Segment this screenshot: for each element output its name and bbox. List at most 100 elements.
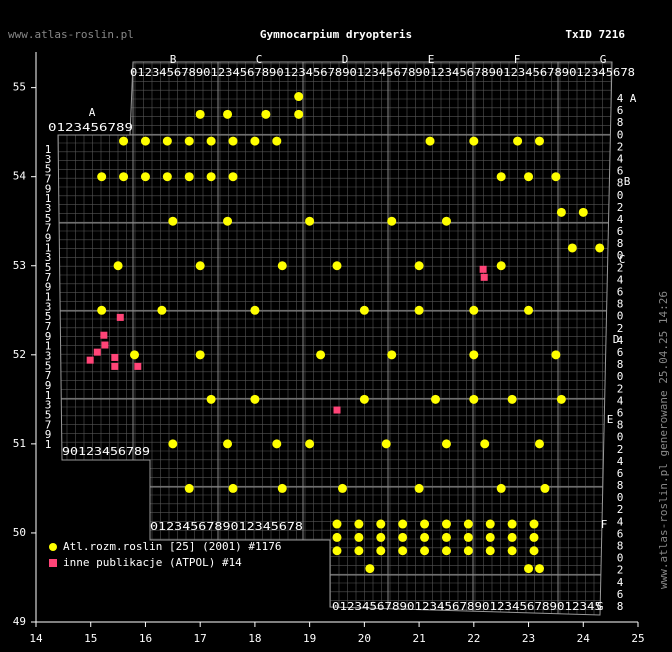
point bbox=[431, 394, 441, 404]
point bbox=[507, 532, 517, 542]
grid-letter: B bbox=[624, 175, 631, 188]
grid-letter: C bbox=[619, 253, 626, 266]
x-tick-label: 19 bbox=[303, 632, 316, 645]
x-tick-label: 18 bbox=[248, 632, 261, 645]
legend-marker bbox=[49, 543, 57, 551]
grid-letter: B bbox=[170, 53, 177, 66]
point-square bbox=[333, 406, 341, 414]
point bbox=[540, 483, 550, 493]
y-tick-label: 54 bbox=[13, 170, 27, 183]
point bbox=[469, 394, 479, 404]
point bbox=[359, 394, 369, 404]
point bbox=[524, 305, 534, 315]
point bbox=[595, 243, 605, 253]
point-square bbox=[116, 313, 124, 321]
point bbox=[485, 546, 495, 556]
x-tick-label: 25 bbox=[631, 632, 644, 645]
point bbox=[463, 532, 473, 542]
point-square bbox=[93, 348, 101, 356]
point bbox=[534, 564, 544, 574]
point bbox=[529, 519, 539, 529]
point bbox=[507, 546, 517, 556]
point bbox=[305, 216, 315, 226]
point bbox=[425, 136, 435, 146]
grid-ruler: 0123456789012345678901234567890123456789… bbox=[130, 66, 635, 79]
y-tick-label: 51 bbox=[13, 437, 26, 450]
y-tick-label: 52 bbox=[13, 348, 26, 361]
point bbox=[354, 546, 364, 556]
point bbox=[277, 483, 287, 493]
point bbox=[250, 136, 260, 146]
point bbox=[168, 439, 178, 449]
title: Gymnocarpium dryopteris bbox=[260, 28, 412, 41]
x-tick-label: 14 bbox=[29, 632, 43, 645]
point bbox=[337, 483, 347, 493]
point bbox=[97, 172, 107, 182]
x-tick-label: 23 bbox=[522, 632, 535, 645]
point bbox=[398, 546, 408, 556]
point bbox=[551, 172, 561, 182]
grid-ruler: 012345678901234567890123456789012345 bbox=[332, 600, 602, 613]
point bbox=[556, 207, 566, 217]
point bbox=[485, 519, 495, 529]
footer: www.atlas-roslin.pl generowane 25.04.25 … bbox=[657, 291, 670, 589]
point bbox=[507, 394, 517, 404]
grid-letter: D bbox=[613, 333, 620, 346]
point bbox=[140, 172, 150, 182]
point bbox=[140, 136, 150, 146]
point bbox=[513, 136, 523, 146]
point bbox=[441, 216, 451, 226]
y-tick-label: 55 bbox=[13, 81, 26, 94]
legend-marker bbox=[49, 559, 57, 567]
y-tick-label: 53 bbox=[13, 259, 26, 272]
point bbox=[228, 172, 238, 182]
point bbox=[184, 172, 194, 182]
point bbox=[469, 136, 479, 146]
legend-label: inne publikacje (ATPOL) #14 bbox=[63, 556, 242, 569]
taxon-id: TxID 7216 bbox=[565, 28, 625, 41]
grid-letter: G bbox=[597, 600, 604, 613]
point bbox=[294, 92, 304, 102]
point bbox=[387, 216, 397, 226]
grid-letter: G bbox=[600, 53, 607, 66]
x-tick-label: 22 bbox=[467, 632, 480, 645]
point bbox=[195, 261, 205, 271]
point bbox=[195, 109, 205, 119]
point-square bbox=[134, 362, 142, 370]
x-tick-label: 17 bbox=[194, 632, 207, 645]
point-square bbox=[480, 273, 488, 281]
point-square bbox=[479, 265, 487, 273]
point bbox=[529, 546, 539, 556]
grid-letter: A bbox=[89, 106, 96, 119]
point bbox=[195, 350, 205, 360]
point bbox=[414, 483, 424, 493]
grid-ruler: 0123456789012345678 bbox=[150, 520, 303, 533]
x-tick-label: 16 bbox=[139, 632, 152, 645]
point bbox=[469, 305, 479, 315]
point bbox=[469, 350, 479, 360]
point bbox=[305, 439, 315, 449]
point bbox=[420, 519, 430, 529]
point bbox=[228, 136, 238, 146]
point bbox=[534, 136, 544, 146]
grid-letter: D bbox=[342, 53, 349, 66]
point bbox=[206, 136, 216, 146]
point-square bbox=[101, 341, 109, 349]
point bbox=[277, 261, 287, 271]
point bbox=[376, 546, 386, 556]
point bbox=[567, 243, 577, 253]
point bbox=[551, 350, 561, 360]
point bbox=[119, 136, 129, 146]
point bbox=[119, 172, 129, 182]
point bbox=[184, 136, 194, 146]
point bbox=[354, 519, 364, 529]
point bbox=[168, 216, 178, 226]
point bbox=[463, 546, 473, 556]
point bbox=[157, 305, 167, 315]
point bbox=[414, 305, 424, 315]
point bbox=[223, 216, 233, 226]
legend-label: Atl.rozm.roslin [25] (2001) #1176 bbox=[63, 540, 282, 553]
